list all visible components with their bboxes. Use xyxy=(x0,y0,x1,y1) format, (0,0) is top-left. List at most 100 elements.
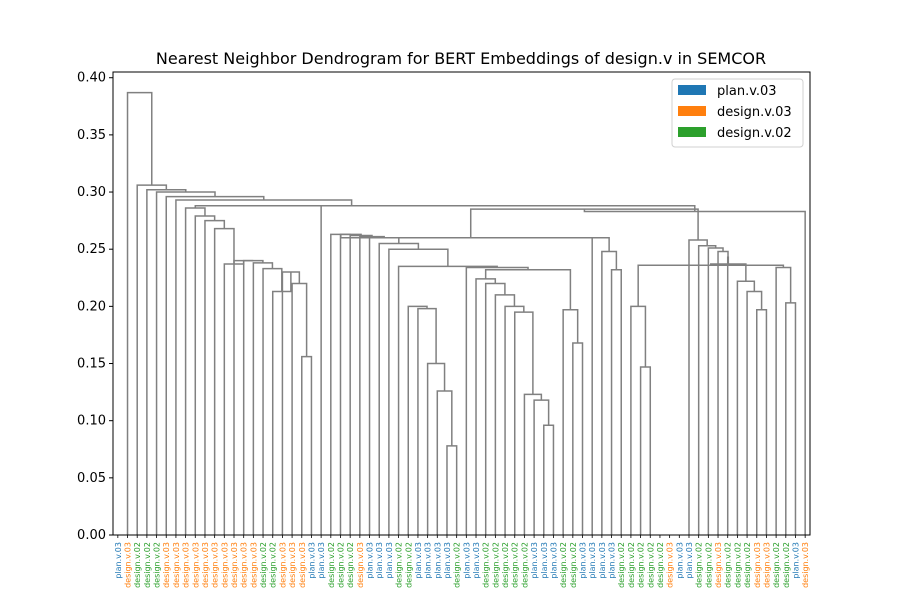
leaf-label: plan.v.03 xyxy=(462,542,471,579)
leaf-label: plan.v.03 xyxy=(791,542,800,579)
dendrogram-link xyxy=(194,205,508,209)
leaf-label: design.v.02 xyxy=(511,542,520,588)
leaf-label: design.v.03 xyxy=(162,542,171,588)
dendrogram-link xyxy=(407,305,428,535)
dendrogram-link xyxy=(746,290,763,535)
leaf-label: design.v.03 xyxy=(666,542,675,588)
dendrogram-link xyxy=(601,250,618,535)
leaf-label: design.v.02 xyxy=(733,542,742,588)
leaf-label: plan.v.03 xyxy=(414,542,423,579)
dendrogram-link xyxy=(494,294,516,535)
dendrogram-link xyxy=(465,266,529,535)
y-tick-label: 0.15 xyxy=(77,357,106,372)
leaf-label: design.v.02 xyxy=(143,542,152,588)
leaf-label: design.v.02 xyxy=(501,542,510,588)
leaf-label: design.v.02 xyxy=(269,542,278,588)
leaf-label: plan.v.03 xyxy=(317,542,326,579)
dendrogram-link xyxy=(639,366,652,535)
y-tick-label: 0.20 xyxy=(77,299,106,314)
leaf-label: design.v.03 xyxy=(230,542,239,588)
leaf-label: plan.v.03 xyxy=(685,542,694,579)
leaf-label: design.v.03 xyxy=(172,542,181,588)
leaf-label: plan.v.03 xyxy=(366,542,375,579)
dendrogram-link xyxy=(136,184,168,535)
dendrogram-link xyxy=(368,237,400,535)
leaf-label: design.v.03 xyxy=(124,542,133,588)
leaf-label: design.v.02 xyxy=(482,542,491,588)
leaf-label: plan.v.03 xyxy=(530,542,539,579)
chart-title: Nearest Neighbor Dendrogram for BERT Emb… xyxy=(156,49,766,68)
leaf-label: plan.v.03 xyxy=(424,542,433,579)
leaf-label: design.v.03 xyxy=(278,542,287,588)
dendrogram-link xyxy=(583,209,806,535)
dendrogram-link xyxy=(320,205,696,535)
dendrogram-link xyxy=(359,235,385,535)
x-axis: plan.v.03 design.v.03 design.v.02 design.v.… xyxy=(114,535,810,588)
dendrogram-link xyxy=(340,234,601,239)
dendrogram-link xyxy=(281,271,301,535)
leaf-label: design.v.02 xyxy=(327,542,336,588)
dendrogram-link xyxy=(785,302,797,535)
leaf-label: design.v.03 xyxy=(714,542,723,588)
leaf-label: design.v.02 xyxy=(617,542,626,588)
leaf-label: plan.v.03 xyxy=(608,542,617,579)
dendrogram-link xyxy=(484,282,506,535)
dendrogram-link xyxy=(291,282,308,535)
leaf-label: design.v.02 xyxy=(627,542,636,588)
leaf-label: design.v.03 xyxy=(201,542,210,588)
leaf-label: design.v.02 xyxy=(395,542,404,588)
dendrogram-link xyxy=(726,256,730,535)
leaf-label: design.v.03 xyxy=(182,542,191,588)
dendrogram-link xyxy=(388,248,449,535)
y-tick-label: 0.05 xyxy=(77,471,106,486)
dendrogram-link xyxy=(707,247,724,535)
y-tick-label: 0.25 xyxy=(77,242,106,257)
leaf-label: plan.v.03 xyxy=(598,542,607,579)
leaf-label: design.v.02 xyxy=(772,542,781,588)
dendrogram-link xyxy=(469,208,699,241)
dendrogram-link xyxy=(126,91,153,535)
dendrogram-link xyxy=(736,280,756,535)
leaf-label: design.v.02 xyxy=(646,542,655,588)
dendrogram-link xyxy=(523,393,543,535)
leaf-label: plan.v.03 xyxy=(579,542,588,579)
legend: plan.v.03 design.v.03 design.v.02 xyxy=(671,78,804,148)
leaf-label: design.v.02 xyxy=(559,542,568,588)
leaf-label: design.v.03 xyxy=(356,542,365,588)
leaf-label: design.v.03 xyxy=(288,542,297,588)
leaf-label: design.v.02 xyxy=(782,542,791,588)
y-tick-label: 0.10 xyxy=(77,414,106,429)
dendrogram-link xyxy=(775,266,792,535)
dendrogram-link xyxy=(146,189,187,535)
leaf-label: design.v.02 xyxy=(346,542,355,588)
dendrogram-link xyxy=(397,265,498,535)
dendrogram-link xyxy=(610,269,622,535)
leaf-label: design.v.02 xyxy=(520,542,529,588)
dendrogram-link xyxy=(717,250,729,535)
leaf-label: plan.v.03 xyxy=(443,542,452,579)
leaf-label: plan.v.03 xyxy=(433,542,442,579)
y-tick-label: 0.30 xyxy=(77,185,106,200)
legend-swatch xyxy=(678,85,706,95)
leaf-label: design.v.03 xyxy=(762,542,771,588)
leaf-label: design.v.02 xyxy=(153,542,162,588)
leaf-label: design.v.03 xyxy=(298,542,307,588)
plot-frame xyxy=(112,71,811,536)
leaf-label: design.v.02 xyxy=(724,542,733,588)
dendrogram-link xyxy=(630,305,647,535)
leaf-label: plan.v.03 xyxy=(540,542,549,579)
dendrogram-link xyxy=(165,195,265,535)
dendrogram-link xyxy=(349,234,373,535)
legend-swatch xyxy=(678,127,706,137)
leaf-label: plan.v.03 xyxy=(549,542,558,579)
dendrogram-link xyxy=(543,424,555,535)
leaf-label: plan.v.03 xyxy=(375,542,384,579)
dendrogram-link xyxy=(572,342,584,535)
leaf-label: design.v.02 xyxy=(743,542,752,588)
dendrogram-links xyxy=(126,91,806,535)
y-tick-label: 0.00 xyxy=(77,528,106,543)
legend-swatch xyxy=(678,106,706,116)
dendrogram-link xyxy=(446,445,458,535)
dendrogram-link xyxy=(533,399,550,535)
